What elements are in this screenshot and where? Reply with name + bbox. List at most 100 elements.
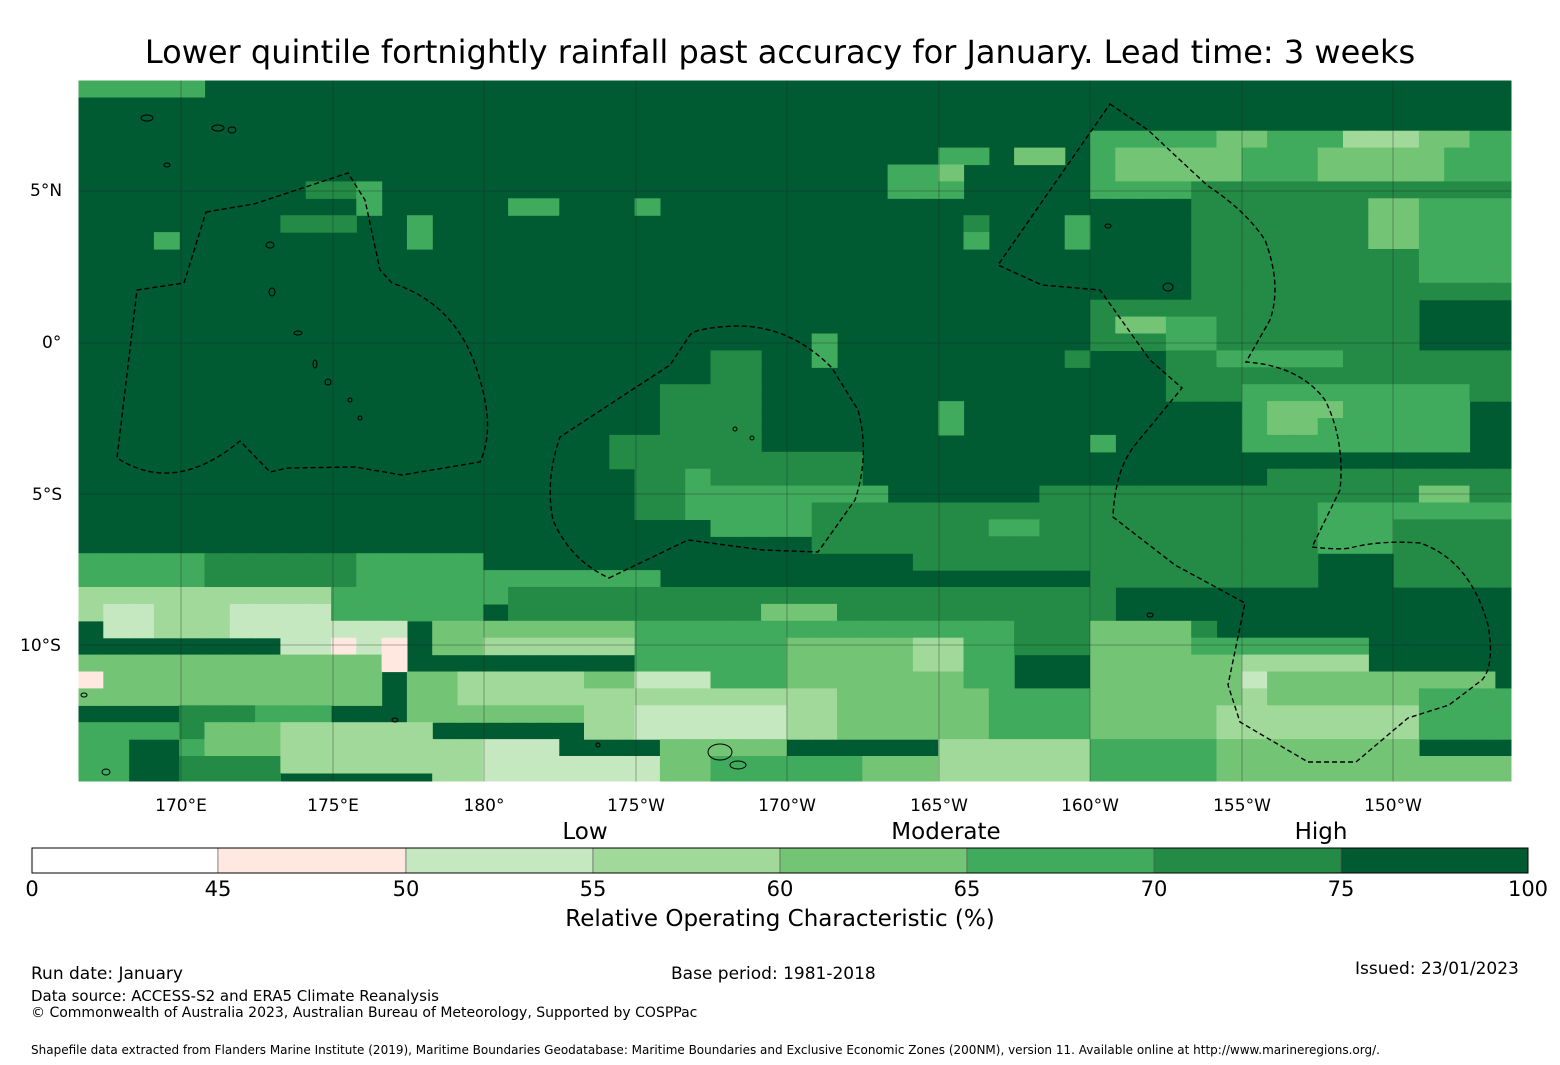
skill-cell — [1292, 434, 1319, 453]
skill-cell — [280, 722, 307, 740]
skill-cell — [963, 722, 990, 740]
skill-cell — [305, 739, 332, 757]
skill-cell — [1267, 536, 1293, 554]
skill-cell — [533, 772, 560, 782]
skill-cell — [331, 671, 357, 689]
island-outline — [293, 330, 303, 336]
skill-cell — [735, 637, 762, 656]
lon-label-160w: 160°W — [1061, 796, 1119, 816]
skill-cell — [558, 637, 585, 656]
skill-cell — [963, 232, 990, 250]
skill-cell — [280, 215, 307, 233]
skill-cell — [1292, 282, 1319, 301]
skill-cell — [988, 536, 1015, 554]
skill-cell — [1393, 434, 1420, 453]
skill-cell — [862, 519, 889, 537]
skill-cell — [1317, 333, 1344, 351]
skill-cell — [761, 502, 787, 520]
skill-cell — [1368, 265, 1395, 284]
skill-cell — [255, 570, 281, 588]
skill-cell — [153, 570, 180, 588]
skill-cell — [482, 739, 509, 757]
skill-cell — [735, 401, 762, 419]
skill-cell — [179, 739, 206, 757]
issued-date: Issued: 23/01/2023 — [1355, 959, 1519, 979]
skill-cell — [280, 570, 307, 588]
skill-cell — [1292, 570, 1319, 588]
skill-cell — [1444, 198, 1471, 216]
skill-cell — [988, 772, 1015, 782]
skill-cell — [1494, 553, 1512, 571]
skill-cell — [811, 722, 838, 740]
skill-cell — [1267, 418, 1293, 436]
skill-cell — [887, 772, 914, 782]
skill-cell — [1317, 485, 1344, 504]
skill-cell — [659, 468, 686, 487]
skill-cell — [1494, 164, 1512, 182]
skill-cell — [1418, 519, 1445, 537]
skill-cell — [1494, 181, 1512, 199]
skill-cell — [381, 587, 408, 605]
skill-cell — [1292, 265, 1319, 284]
skill-cell — [685, 451, 712, 470]
skill-cell — [735, 519, 762, 537]
skill-cell — [1165, 671, 1192, 689]
skill-cell — [204, 772, 231, 782]
skill-cell — [1292, 130, 1319, 149]
skill-cell — [1241, 434, 1268, 453]
skill-cell — [1115, 181, 1142, 199]
skill-cell — [786, 451, 813, 470]
skill-cell — [1444, 485, 1471, 504]
skill-cell — [1418, 350, 1445, 368]
skill-cell — [1317, 215, 1344, 233]
island-outline — [357, 415, 363, 421]
skill-cell — [1216, 705, 1243, 723]
skill-cell — [938, 181, 965, 199]
skill-cell — [609, 434, 636, 453]
skill-cell — [1191, 536, 1218, 554]
skill-cell — [862, 637, 889, 656]
skill-cell — [179, 722, 206, 740]
skill-cell — [1494, 536, 1512, 554]
skill-cell — [811, 502, 838, 520]
skill-cell — [1418, 198, 1445, 216]
skill-cell — [1241, 637, 1268, 656]
skill-cell — [1317, 722, 1344, 740]
skill-cell — [1469, 468, 1496, 487]
skill-cell — [1317, 434, 1344, 453]
skill-cell — [887, 181, 914, 199]
skill-cell — [1444, 384, 1471, 402]
skill-cell — [786, 468, 813, 487]
skill-cell — [305, 620, 332, 639]
skill-cell — [1090, 654, 1116, 673]
skill-cell — [659, 502, 686, 520]
skill-cell — [1393, 367, 1420, 385]
skill-cell — [584, 603, 610, 622]
skill-cell — [710, 637, 737, 656]
skill-cell — [179, 654, 206, 673]
skill-cell — [1216, 739, 1243, 757]
skill-cell — [584, 587, 610, 605]
skill-cell — [1343, 772, 1369, 782]
skill-cell — [887, 603, 914, 622]
skill-cell — [1292, 468, 1319, 487]
skill-cell — [1014, 587, 1040, 605]
skill-cell — [887, 164, 914, 182]
skill-cell — [634, 468, 661, 487]
skill-cell — [1039, 705, 1066, 723]
skill-cell — [1064, 519, 1091, 537]
skill-cell — [1216, 147, 1243, 166]
skill-cell — [1393, 772, 1420, 782]
lon-label-175w: 175°W — [607, 796, 665, 816]
skill-cell — [1090, 299, 1116, 318]
skill-cell — [1165, 570, 1192, 588]
skill-cell — [938, 164, 965, 182]
skill-cell — [1418, 232, 1445, 250]
skill-cell — [1241, 485, 1268, 504]
skill-cell — [1064, 536, 1091, 554]
skill-cell — [862, 671, 889, 689]
skill-cell — [1039, 722, 1066, 740]
skill-cell — [963, 536, 990, 554]
skill-cell — [1267, 401, 1293, 419]
skill-cell — [204, 722, 231, 740]
